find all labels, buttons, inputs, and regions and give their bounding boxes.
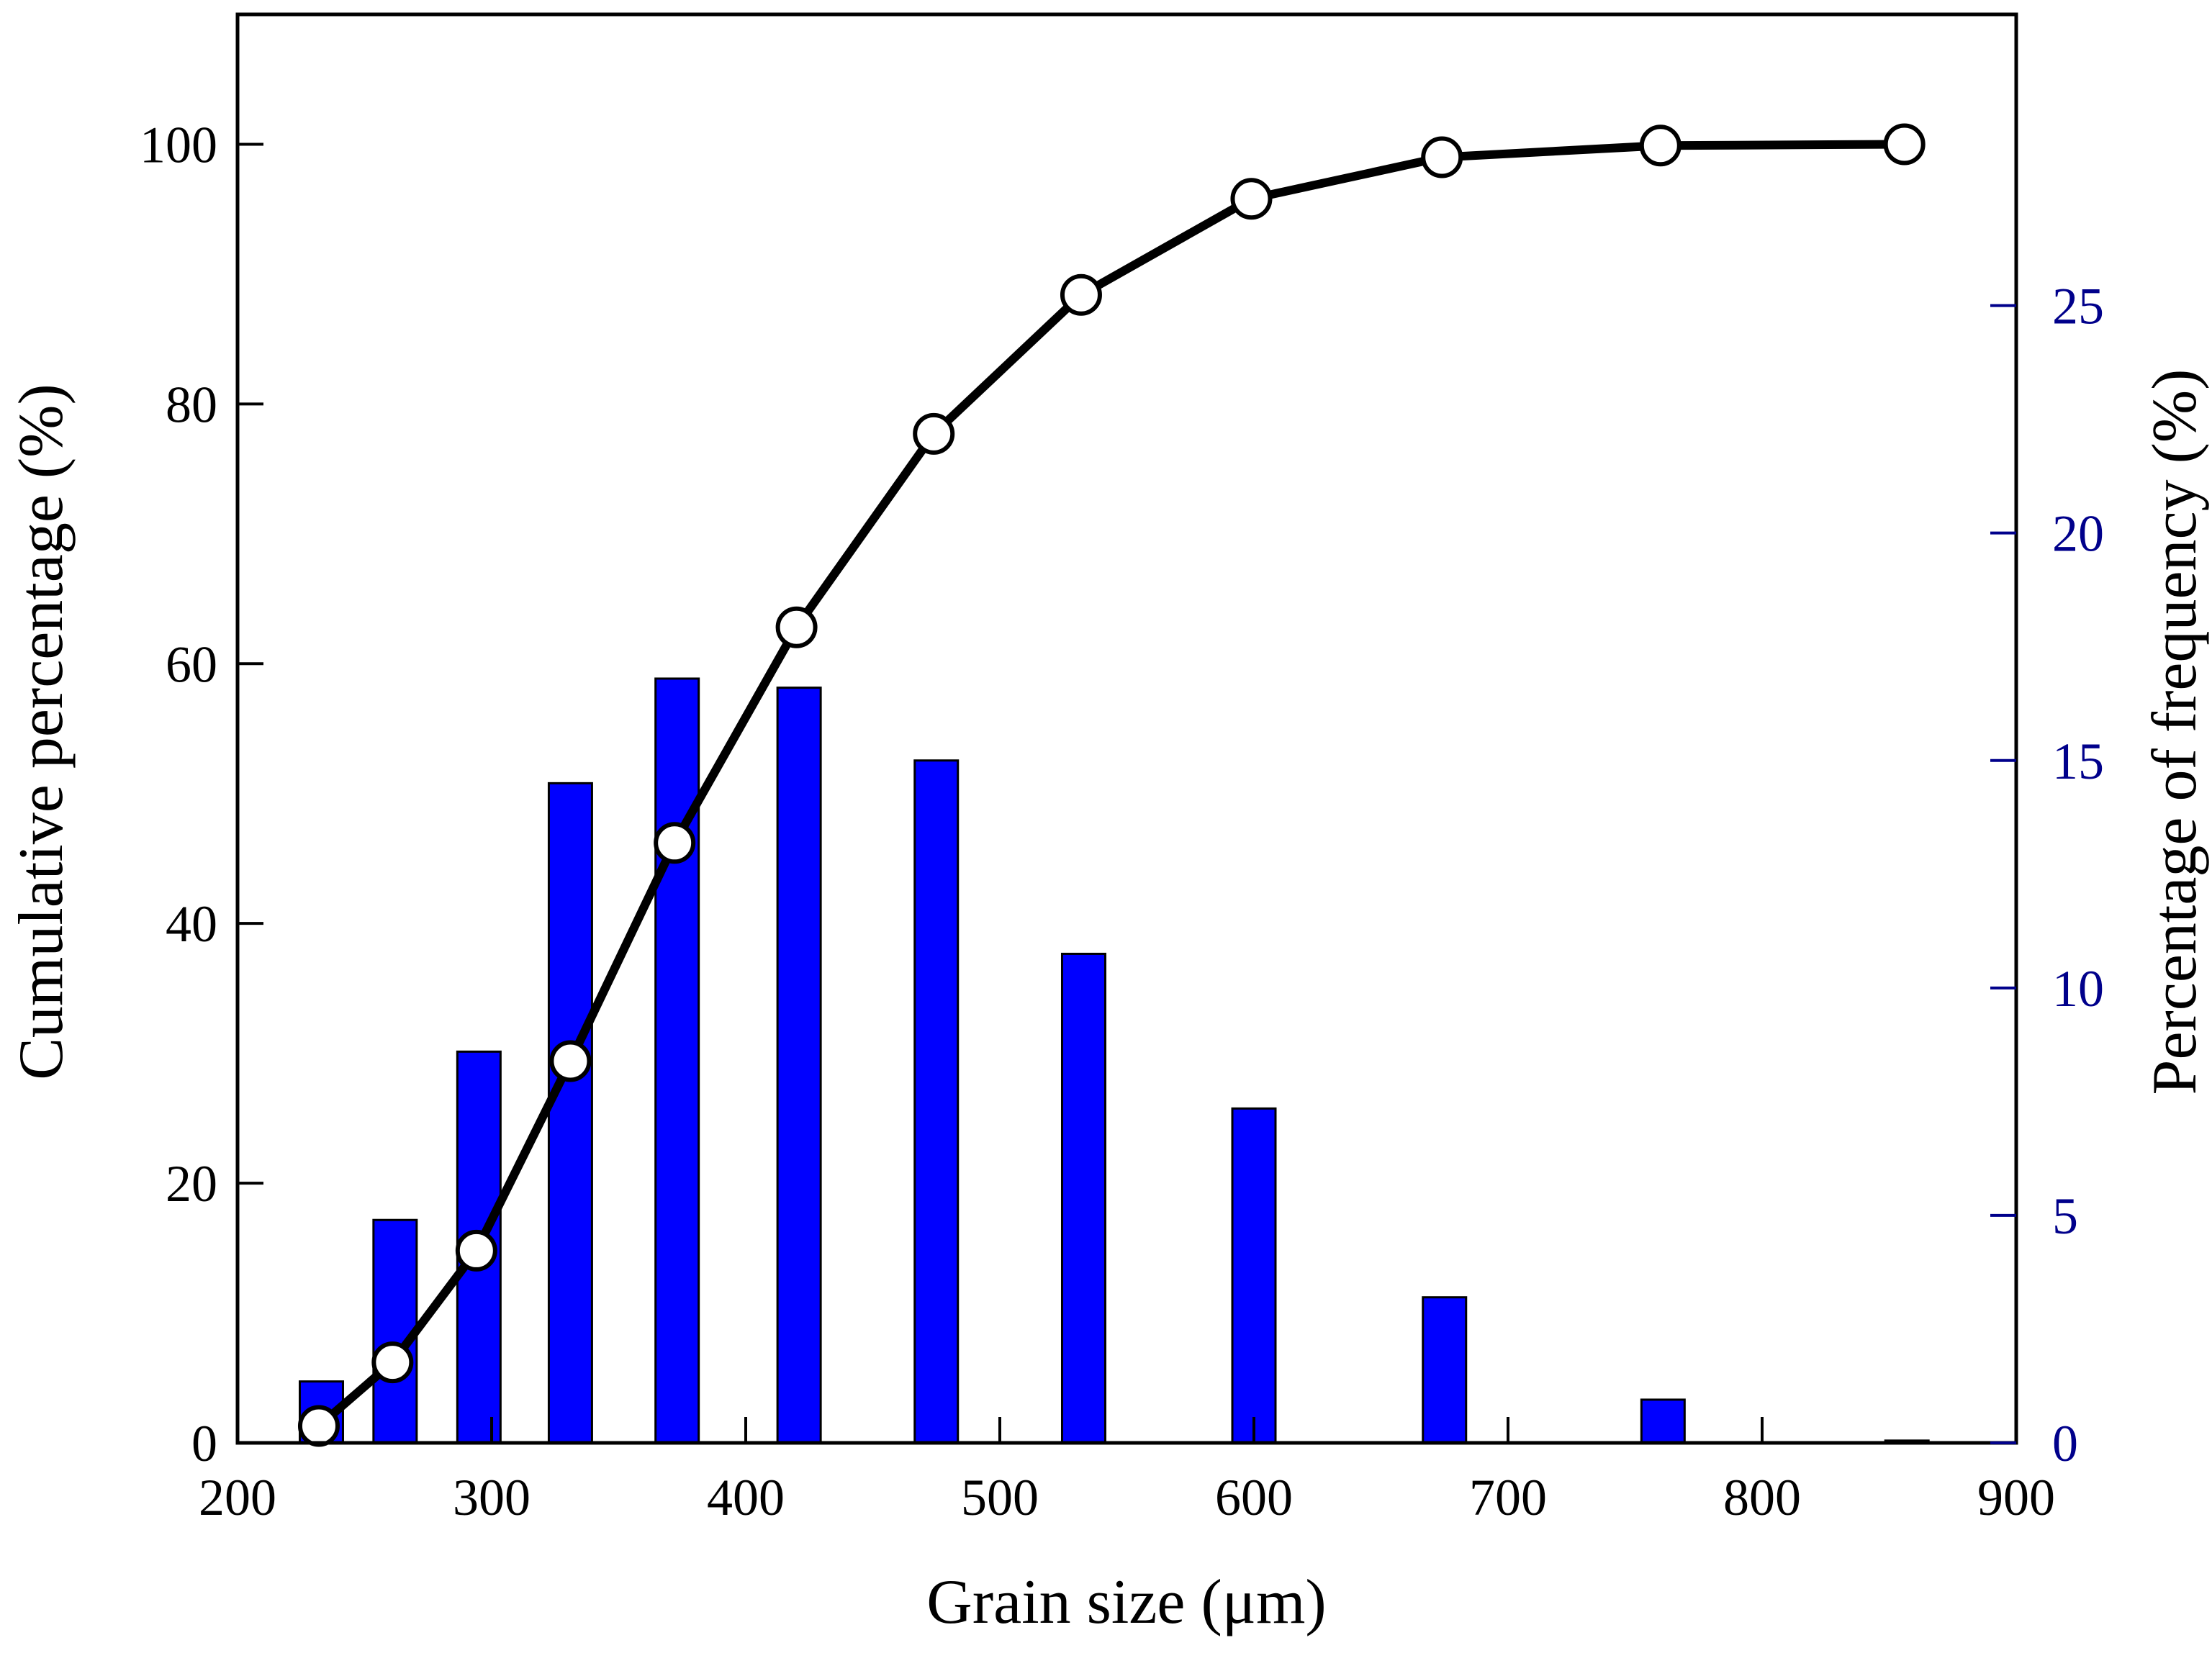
y-right-tick-label: 0 — [2052, 1415, 2078, 1472]
cumulative-point — [1060, 273, 1102, 316]
x-tick-label: 700 — [1469, 1469, 1547, 1526]
cumulative-point — [1230, 178, 1273, 220]
y-left-tick-label: 80 — [166, 376, 217, 433]
x-axis-label: Grain size (μm) — [926, 1567, 1326, 1637]
cumulative-point — [913, 412, 955, 455]
y-left-tick-label: 60 — [166, 635, 217, 693]
cumulative-point — [1421, 136, 1463, 178]
y-right-tick-label: 10 — [2052, 960, 2104, 1018]
cumulative-point — [371, 1341, 414, 1384]
frequency-bar — [913, 759, 960, 1444]
y-left-tick-label: 0 — [191, 1415, 217, 1472]
frequency-bar — [1640, 1398, 1686, 1444]
y-right-tick-label: 20 — [2052, 505, 2104, 563]
cumulative-point — [775, 606, 818, 648]
frequency-bar — [372, 1218, 418, 1444]
frequency-bar — [654, 677, 700, 1444]
cumulative-line — [314, 140, 1909, 1431]
y-left-tick-label: 40 — [166, 895, 217, 953]
y-left-tick-label: 100 — [140, 116, 217, 173]
axes: 200 300 400 500 600 700 800 9000204060801000510… — [140, 12, 2104, 1526]
x-tick-label: 300 — [453, 1469, 531, 1526]
cumulative-point — [297, 1405, 340, 1447]
frequency-bar — [1231, 1107, 1277, 1444]
y-right-tick-label: 25 — [2052, 278, 2104, 335]
frequency-bar — [1422, 1296, 1468, 1444]
x-tick-label: 500 — [961, 1469, 1039, 1526]
y-right-tick-label: 5 — [2052, 1187, 2078, 1245]
cumulative-point — [654, 822, 696, 864]
x-tick-label: 200 — [199, 1469, 276, 1526]
frequency-bar — [547, 782, 593, 1444]
frequency-bars — [298, 677, 1930, 1444]
cumulative-point — [1639, 124, 1681, 167]
cumulative-line-series — [297, 123, 1926, 1447]
plot-frame — [235, 12, 2018, 1445]
x-tick-label: 400 — [707, 1469, 785, 1526]
cumulative-point — [455, 1229, 497, 1272]
y-axis-right-label: Percentage of frequency (%) — [2140, 369, 2210, 1095]
y-right-tick-label: 15 — [2052, 733, 2104, 790]
x-tick-label: 600 — [1215, 1469, 1293, 1526]
x-tick-label: 800 — [1723, 1469, 1801, 1526]
y-axis-left-label: Cumulative percentage (%) — [6, 384, 76, 1080]
y-left-tick-label: 20 — [166, 1155, 217, 1213]
frequency-bar — [1060, 952, 1106, 1444]
x-tick-label: 900 — [1977, 1469, 2055, 1526]
cumulative-point — [1883, 123, 1926, 166]
cumulative-point — [549, 1040, 592, 1082]
frequency-bar — [776, 687, 822, 1444]
